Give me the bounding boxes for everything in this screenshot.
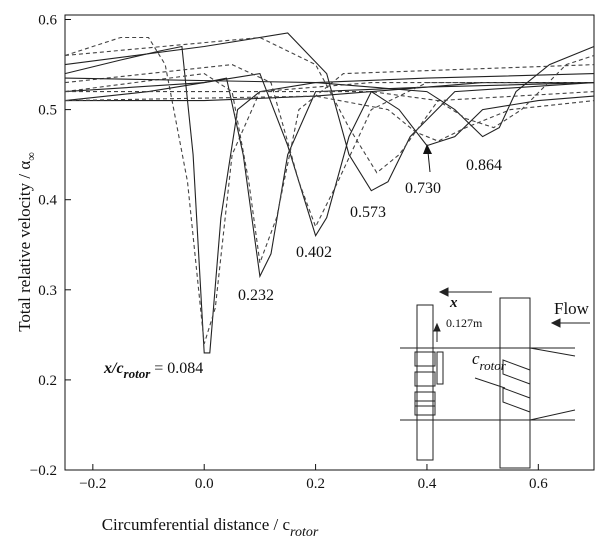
x-tick-label: 0.6 bbox=[529, 476, 548, 492]
x-tick-label: −0.2 bbox=[79, 476, 106, 492]
y-title-main: Total relative velocity / α bbox=[15, 161, 34, 332]
series-line bbox=[65, 54, 595, 129]
series-line bbox=[64, 36, 594, 345]
y-tick-label: 0.2 bbox=[38, 373, 57, 389]
annotation: 0.232 bbox=[238, 287, 274, 304]
inset-chord-label: crotor bbox=[472, 349, 507, 373]
x-axis-title: Circumferential distance / crotor bbox=[102, 515, 319, 540]
first-annotation: x/crotor = 0.084 bbox=[103, 360, 203, 381]
annotation: 0.573 bbox=[350, 204, 386, 221]
y-tick-label: −0.2 bbox=[30, 463, 57, 479]
plot-frame bbox=[64, 14, 595, 471]
series-line bbox=[64, 45, 595, 138]
y-tick-label: 0.6 bbox=[38, 13, 57, 29]
series-line bbox=[64, 77, 595, 279]
inset-flow-label: Flow bbox=[554, 299, 590, 318]
annotation: 0.864 bbox=[466, 157, 502, 174]
annot-value: = 0.084 bbox=[150, 360, 203, 377]
x-tick-label: 0.2 bbox=[306, 476, 325, 492]
inset-chord-sub: rotor bbox=[480, 358, 507, 373]
annotation: 0.402 bbox=[296, 244, 332, 261]
inset-x-label: x bbox=[449, 295, 458, 311]
series-line bbox=[64, 64, 594, 229]
inset-diagram: x 0.127m crotor Flow bbox=[400, 287, 590, 469]
inset-chord: c bbox=[472, 349, 480, 368]
x-title-main: Circumferential distance / c bbox=[102, 515, 291, 534]
series-line bbox=[64, 72, 594, 238]
annotation: 0.730 bbox=[405, 180, 441, 197]
y-title-sub: ∞ bbox=[24, 152, 38, 161]
inset-gap-label: 0.127m bbox=[446, 316, 483, 330]
series-line bbox=[64, 95, 595, 142]
y-tick-label: 0.4 bbox=[38, 193, 57, 209]
y-tick-label: 0.3 bbox=[38, 283, 57, 299]
x-title-sub: rotor bbox=[290, 525, 319, 540]
series-line bbox=[64, 32, 595, 192]
series-line bbox=[65, 91, 595, 147]
annot-main: x/c bbox=[103, 360, 124, 377]
annotation-arrowhead bbox=[423, 144, 432, 154]
x-tick-label: 0.0 bbox=[195, 476, 214, 492]
series-line bbox=[64, 36, 595, 174]
annot-sub: rotor bbox=[124, 366, 152, 381]
annotation-arrow bbox=[427, 151, 431, 173]
y-tick-label: 0.5 bbox=[38, 103, 57, 119]
x-tick-label: 0.4 bbox=[418, 476, 437, 492]
y-axis-title: Total relative velocity / α∞ bbox=[15, 152, 38, 332]
